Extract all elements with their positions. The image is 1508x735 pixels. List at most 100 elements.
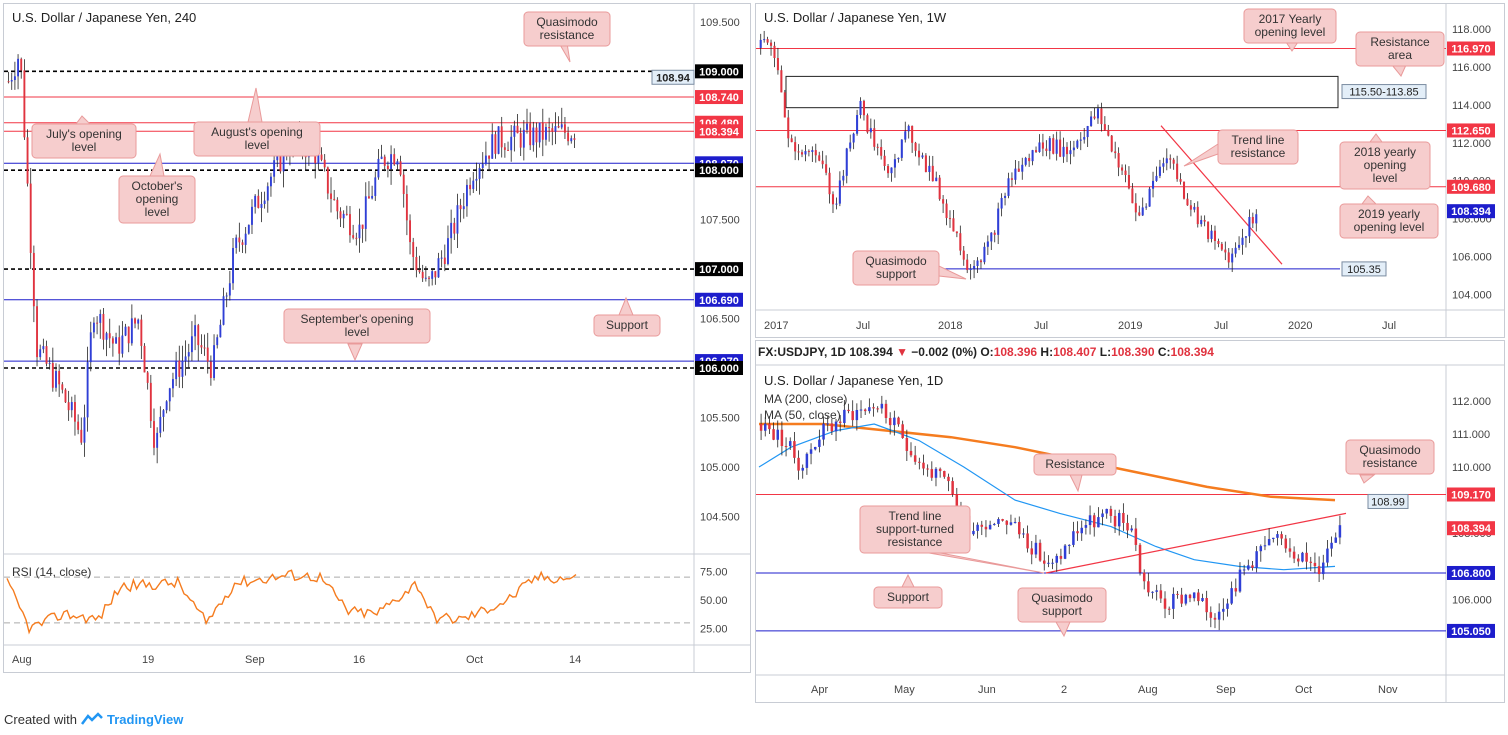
chart-1d-candle xyxy=(934,468,938,478)
chart-1d-candle xyxy=(1097,517,1100,528)
chart-1d-candle xyxy=(1188,594,1192,599)
chart-1d-candle xyxy=(930,469,934,478)
chart-4h-candle xyxy=(51,363,54,388)
axis-1w-x-tick: 2018 xyxy=(938,320,962,332)
chart-1w-candle xyxy=(942,199,945,204)
chart-4h-candle xyxy=(105,333,108,340)
chart-1w-candle xyxy=(973,266,976,269)
chart-1w-candle xyxy=(1107,129,1110,136)
chart-1w-candle xyxy=(1127,175,1130,189)
chart-1d-candle xyxy=(772,429,775,440)
chart-4h-candle xyxy=(219,324,222,338)
chart-4h-candle xyxy=(187,352,190,357)
axis-4h-x-tick: 19 xyxy=(142,654,154,666)
chart-4h-candle xyxy=(386,165,389,170)
chart-1w-candle xyxy=(1176,163,1179,180)
chart-1d-support-callout: Support xyxy=(873,573,943,609)
chart-1w-candle xyxy=(1021,164,1024,172)
chart-1d-title: U.S. Dollar / Japanese Yen, 1D xyxy=(764,373,943,388)
chart-1w-candle xyxy=(1234,247,1237,254)
chart-1w-resistance-area-callout-text: Resistance xyxy=(1370,35,1430,49)
level-4h-price-tag xyxy=(695,292,743,307)
chart-1w-candle xyxy=(1114,151,1117,154)
chart-1d-candle xyxy=(1205,597,1208,613)
footer-brand[interactable]: TradingView xyxy=(106,711,184,727)
chart-4h-candle xyxy=(465,184,468,207)
chart-1d-candle xyxy=(1259,546,1263,552)
chart-daily-svg[interactable]: 112.000111.000110.000108.000106.000AprMa… xyxy=(756,341,1504,702)
chart-1w-quasimodo-support-callout-pointer xyxy=(938,265,967,280)
chart-1d-candle xyxy=(976,524,979,531)
chart-4h-candle xyxy=(235,237,238,248)
chart-4h-candle xyxy=(339,211,342,219)
level-4h-price-tag-text: 109.000 xyxy=(699,66,739,78)
chart-1w-trend-line-resistance-callout-text: Trend line xyxy=(1232,133,1285,147)
chart-1w-candle xyxy=(1038,142,1041,152)
chart-1w-yearly-2018-callout-text: 2018 yearly xyxy=(1354,145,1416,159)
chart-4h-candle xyxy=(529,123,532,146)
chart-1w-yearly-2019-callout-box xyxy=(1339,203,1439,239)
chart-1d-candle xyxy=(1263,545,1267,547)
chart-4h-svg[interactable]: 109.500109.000108.500108.000107.500107.0… xyxy=(4,4,750,672)
chart-1d-candle xyxy=(1018,521,1021,535)
chart-1w-yearly-2019-callout-text: 2019 yearly xyxy=(1358,207,1420,221)
chart-4h-candle xyxy=(184,356,187,361)
chart-1d-candle xyxy=(1301,552,1304,562)
zone-1w-tag xyxy=(1341,84,1427,100)
level-1w-tag-text: 105.35 xyxy=(1347,264,1381,276)
axis-1d-x-tick: Nov xyxy=(1378,684,1398,696)
chart-weekly-pane[interactable]: 118.000116.000114.000112.000110.000108.0… xyxy=(755,3,1505,338)
chart-1w-candle xyxy=(1017,168,1020,172)
rsi-label: RSI (14, close) xyxy=(12,565,91,579)
chart-4h-candle xyxy=(323,159,326,168)
chart-4h-candle xyxy=(497,126,500,154)
chart-4h-octobers-opening-callout-text: opening xyxy=(136,192,179,206)
tradingview-logo-icon[interactable] xyxy=(80,712,103,726)
chart-1w-candle xyxy=(880,147,883,156)
chart-1d-candle xyxy=(880,403,884,409)
chart-4h-candle xyxy=(481,164,484,169)
chart-4h-candle xyxy=(516,125,519,134)
chart-1d-last: 108.394 xyxy=(849,345,896,359)
chart-1d-candle xyxy=(822,423,825,440)
chart-1w-candle xyxy=(914,142,917,151)
chart-4h-julys-opening-callout-pointer xyxy=(75,115,92,125)
chart-1d-candle xyxy=(1176,593,1179,595)
chart-weekly-svg[interactable]: 118.000116.000114.000112.000110.000108.0… xyxy=(756,4,1504,337)
chart-4h-pane[interactable]: 109.500109.000108.500108.000107.500107.0… xyxy=(3,3,751,673)
level-4h-price-tag-text: 107.000 xyxy=(699,264,739,276)
chart-1w-candle xyxy=(1103,124,1106,130)
level-1d-price-tag xyxy=(1447,487,1495,502)
axis-1d-x-tick: 2 xyxy=(1061,684,1067,696)
chart-1w-candle xyxy=(804,151,807,155)
chart-1d-candle xyxy=(797,457,800,471)
chart-4h-candle xyxy=(74,402,76,422)
chart-4h-candle xyxy=(26,137,29,184)
chart-1w-candle xyxy=(780,70,783,93)
level-1w-price-tag xyxy=(1447,41,1495,56)
chart-1d-candle xyxy=(1084,525,1088,528)
chart-4h-candle xyxy=(431,271,434,279)
chart-4h-candle xyxy=(178,360,181,377)
chart-4h-candle xyxy=(538,122,541,143)
chart-1d-candle xyxy=(1222,608,1225,612)
chart-1d-candle xyxy=(1047,562,1050,564)
chart-1d-candle xyxy=(1313,562,1317,567)
chart-1w-candle xyxy=(838,180,841,204)
chart-1d-candle xyxy=(1105,508,1108,514)
chart-1d-candle xyxy=(1130,528,1133,531)
chart-4h-octobers-opening-callout-box xyxy=(118,175,196,224)
chart-1w-candle xyxy=(797,151,800,153)
chart-4h-candle xyxy=(396,161,399,165)
chart-1w-candle xyxy=(1172,159,1175,164)
chart-1w-candle xyxy=(1045,148,1048,151)
chart-4h-candle xyxy=(402,174,405,195)
level-1d-tag xyxy=(1367,493,1409,509)
chart-1w-yearly-2017-callout-text: 2017 Yearly xyxy=(1259,12,1322,26)
chart-1w-candle xyxy=(1238,244,1241,248)
axis-1d-x-tick: Oct xyxy=(1295,684,1312,696)
chart-daily-pane[interactable]: 112.000111.000110.000108.000106.000AprMa… xyxy=(755,340,1505,703)
chart-1w-candle xyxy=(917,150,921,158)
chart-4h-candle xyxy=(560,124,563,128)
chart-4h-candle xyxy=(510,136,513,151)
